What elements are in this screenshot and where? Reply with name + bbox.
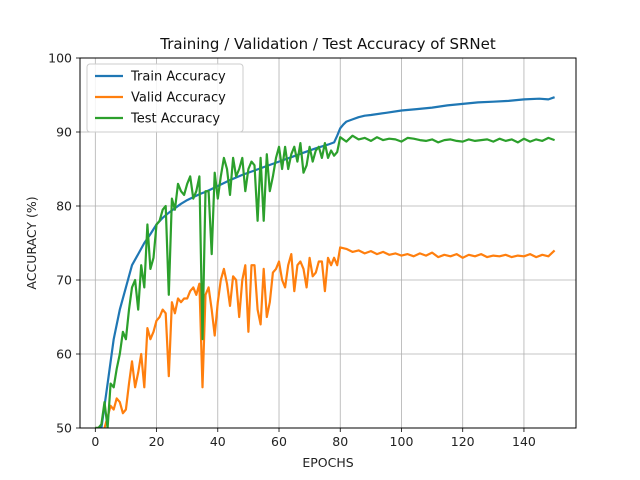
chart-title: Training / Validation / Test Accuracy of… (159, 35, 496, 53)
y-axis-label: ACCURACY (%) (24, 196, 39, 289)
plot-frame (79, 57, 577, 429)
x-tick-label: 60 (271, 434, 287, 449)
x-tick-label: 140 (512, 434, 536, 449)
x-tick-label: 0 (91, 434, 99, 449)
series-line-1 (95, 246, 556, 428)
series-line-2 (95, 134, 555, 428)
x-tick-label: 120 (451, 434, 475, 449)
y-tick-label: 60 (56, 347, 72, 362)
y-tick-label: 70 (56, 273, 72, 288)
x-axis-label: EPOCHS (302, 455, 353, 470)
y-tick-label: 100 (48, 51, 72, 66)
legend-label-1: Valid Accuracy (131, 91, 226, 106)
legend: Train Accuracy Valid Accuracy Test Accurac… (86, 63, 244, 133)
legend-box (86, 63, 244, 133)
y-tick-label: 50 (56, 421, 72, 436)
x-tick-label: 40 (210, 434, 226, 449)
x-tick-label: 100 (390, 434, 414, 449)
x-tick-label: 80 (332, 434, 348, 449)
y-tick-label: 80 (56, 199, 72, 214)
x-tick-label: 20 (149, 434, 165, 449)
y-tick-label: 90 (56, 125, 72, 140)
ticks: 0 20 40 60 80 100 120 140 50 60 70 80 90 100 (48, 51, 536, 450)
series-layer (95, 96, 556, 428)
legend-label-0: Train Accuracy (130, 70, 226, 85)
legend-label-2: Test Accuracy (130, 112, 220, 127)
